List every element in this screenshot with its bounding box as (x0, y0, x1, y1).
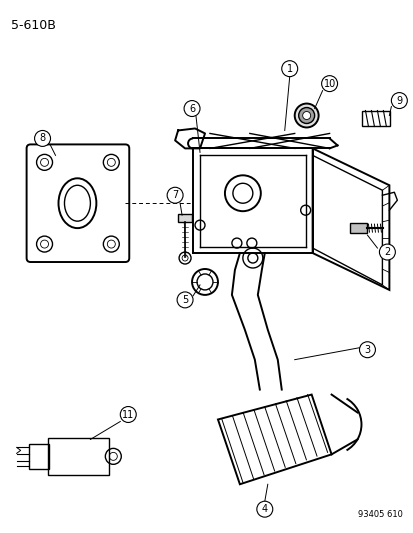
Circle shape (35, 131, 50, 147)
FancyBboxPatch shape (349, 223, 367, 233)
Circle shape (177, 292, 192, 308)
Text: 5-610B: 5-610B (11, 19, 55, 32)
Text: 9: 9 (395, 95, 401, 106)
Text: 10: 10 (323, 78, 335, 88)
FancyBboxPatch shape (178, 214, 192, 222)
Text: 2: 2 (383, 247, 389, 257)
Circle shape (358, 342, 375, 358)
Circle shape (390, 93, 406, 109)
Circle shape (184, 101, 199, 117)
Text: 11: 11 (122, 409, 134, 419)
Circle shape (294, 103, 318, 127)
Circle shape (302, 111, 310, 119)
Text: 5: 5 (181, 295, 188, 305)
Circle shape (120, 407, 136, 423)
Circle shape (378, 244, 394, 260)
Text: 1: 1 (286, 63, 292, 74)
Text: 93405 610: 93405 610 (358, 510, 402, 519)
Circle shape (167, 187, 183, 203)
Circle shape (281, 61, 297, 77)
Text: 7: 7 (171, 190, 178, 200)
Circle shape (256, 501, 272, 517)
Text: 8: 8 (39, 133, 45, 143)
Circle shape (298, 108, 314, 124)
Circle shape (321, 76, 337, 92)
Text: 3: 3 (363, 345, 370, 355)
Text: 4: 4 (261, 504, 267, 514)
Text: 6: 6 (188, 103, 195, 114)
